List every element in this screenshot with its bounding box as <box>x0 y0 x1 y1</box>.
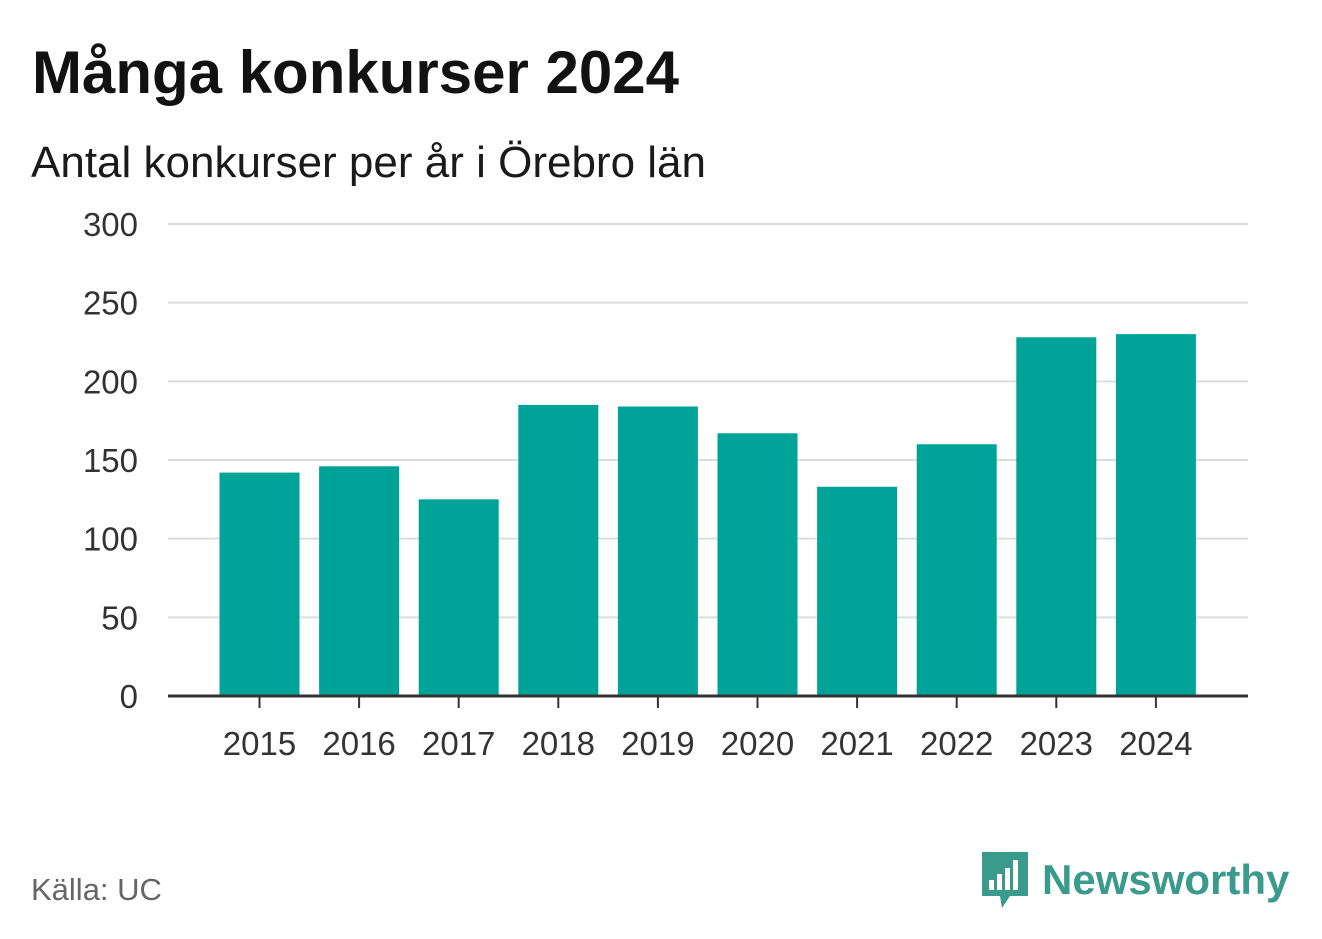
bar <box>1016 337 1097 696</box>
bar <box>319 466 400 696</box>
x-tick-label: 2018 <box>522 725 595 762</box>
brand-name: Newsworthy <box>1042 856 1290 903</box>
bar <box>219 472 300 696</box>
x-tick-label: 2015 <box>223 725 296 762</box>
bar-chart: 0 50 100 150 200 250 300 2015 2016 2017 2018 2019 20… <box>83 206 1248 762</box>
y-tick-label: 100 <box>83 521 138 558</box>
x-tick-label: 2021 <box>820 725 893 762</box>
chart-subtitle: Antal konkurser per år i Örebro län <box>31 138 706 187</box>
y-tick-label: 300 <box>83 206 138 243</box>
newsworthy-logo-icon <box>982 852 1028 908</box>
bar <box>817 486 898 696</box>
x-tick-label: 2022 <box>920 725 993 762</box>
y-tick-label: 50 <box>101 599 138 636</box>
y-tick-label: 150 <box>83 442 138 479</box>
x-tick-label: 2019 <box>621 725 694 762</box>
bar <box>518 404 599 696</box>
x-tick-label: 2017 <box>422 725 495 762</box>
bar <box>617 406 698 696</box>
x-tick-label: 2024 <box>1119 725 1192 762</box>
bar <box>717 433 798 696</box>
y-tick-label: 200 <box>83 363 138 400</box>
y-tick-label: 250 <box>83 285 138 322</box>
bar <box>916 444 997 696</box>
bar <box>1115 334 1196 696</box>
chart-title: Många konkurser 2024 <box>32 39 679 106</box>
bar <box>418 499 499 696</box>
source-note: Källa: UC <box>31 872 162 907</box>
x-tick-label: 2016 <box>322 725 395 762</box>
brand-logo: Newsworthy <box>980 850 1289 910</box>
x-tick-label: 2023 <box>1020 725 1093 762</box>
y-tick-label: 0 <box>120 678 138 715</box>
x-tick-label: 2020 <box>721 725 794 762</box>
